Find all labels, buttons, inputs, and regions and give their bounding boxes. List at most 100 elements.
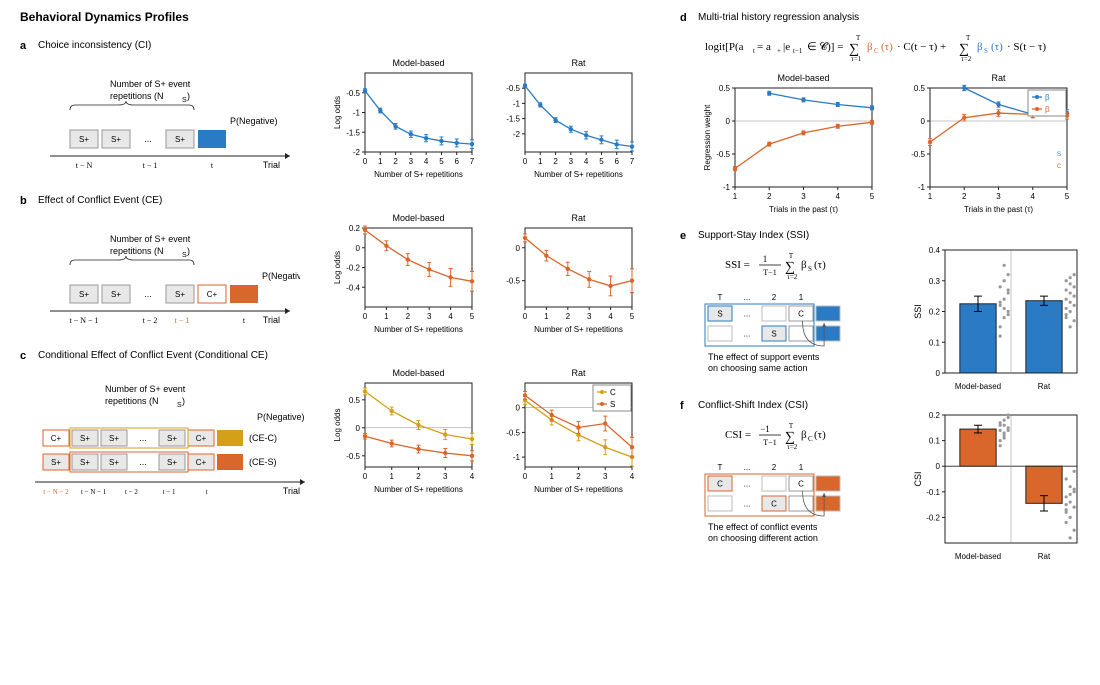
panel-c-label: c (20, 350, 26, 362)
panel-e-chart: 00.10.20.30.4SSIModel-basedRat (910, 240, 1085, 395)
svg-text:0: 0 (523, 157, 528, 166)
svg-text:): ) (187, 246, 190, 256)
svg-text:t − 1: t − 1 (163, 488, 176, 496)
svg-text:3: 3 (996, 192, 1001, 201)
svg-text:Trials in the past (τ): Trials in the past (τ) (769, 205, 838, 214)
panel-f-label: f (680, 400, 684, 412)
svg-text:Number of S+ repetitions: Number of S+ repetitions (374, 485, 463, 494)
svg-text:5: 5 (599, 157, 604, 166)
panel-f-equation: CSI = −1T−1T∑τ=2βC(τ) (720, 420, 890, 455)
svg-text:S+: S+ (175, 135, 185, 144)
svg-text:T−1: T−1 (763, 268, 776, 277)
svg-text:Model-based: Model-based (392, 213, 444, 223)
svg-text:t − 1: t − 1 (175, 316, 190, 325)
svg-text:T: T (718, 463, 723, 472)
svg-text:0.5: 0.5 (914, 84, 926, 93)
svg-text:1: 1 (378, 157, 383, 166)
svg-text:...: ... (744, 310, 751, 319)
svg-text:1: 1 (544, 312, 549, 321)
svg-text:β: β (801, 259, 807, 271)
svg-text:τ=2: τ=2 (961, 55, 972, 63)
svg-text:...: ... (744, 463, 751, 472)
svg-text:-0.5: -0.5 (346, 89, 360, 98)
svg-text:-0.5: -0.5 (506, 277, 520, 286)
panel-f-diagram: T...21C...C...CThe effect of conflict ev… (700, 460, 900, 550)
panel-f-chart: -0.2-0.100.10.2CSIModel-basedRat (910, 405, 1085, 565)
svg-text:4: 4 (630, 472, 635, 481)
svg-text:0: 0 (726, 117, 731, 126)
svg-text:S+: S+ (109, 458, 119, 467)
panel-e-label: e (680, 230, 686, 242)
svg-text:0.5: 0.5 (349, 396, 361, 405)
svg-text:Rat: Rat (1038, 552, 1051, 561)
svg-text:-0.1: -0.1 (926, 488, 940, 497)
svg-text:4: 4 (584, 157, 589, 166)
panel-c-diagram: Number of S+ eventrepetitions (NS)P(Nega… (25, 380, 315, 510)
svg-text:(CE-C): (CE-C) (249, 433, 277, 443)
svg-text:1: 1 (390, 472, 395, 481)
svg-text:repetitions (N: repetitions (N (110, 246, 164, 256)
svg-text:t: t (206, 488, 208, 496)
svg-text:Log odds: Log odds (333, 251, 342, 284)
svg-text:C: C (798, 310, 804, 319)
svg-text:C: C (874, 47, 879, 55)
svg-text:Log odds: Log odds (333, 409, 342, 442)
svg-text:t − N − 2: t − N − 2 (43, 488, 69, 496)
svg-text:Number of S+ repetitions: Number of S+ repetitions (534, 325, 623, 334)
panel-a-label: a (20, 40, 26, 52)
svg-text:-1.5: -1.5 (506, 115, 520, 124)
svg-text:t − N: t − N (76, 161, 93, 170)
svg-text:7: 7 (470, 157, 475, 166)
svg-text:+: + (777, 47, 781, 55)
svg-text:...: ... (744, 480, 751, 489)
svg-text:S: S (808, 265, 812, 273)
svg-text:0: 0 (523, 312, 528, 321)
svg-text:The effect of conflict events: The effect of conflict events (708, 522, 818, 532)
panel-a-chart-rat: Rat01234567-0.5-1-1.5-2Number of S+ repe… (490, 55, 640, 180)
svg-text:S: S (1057, 152, 1061, 158)
svg-text:0.2: 0.2 (929, 308, 941, 317)
svg-text:S+: S+ (80, 434, 90, 443)
panel-c-title: Conditional Effect of Conflict Event (Co… (38, 350, 268, 361)
panel-b-chart-model: Model-based0123450.20-0.2-0.4Number of S… (330, 210, 480, 335)
svg-text:1: 1 (550, 472, 555, 481)
svg-text:S+: S+ (79, 135, 89, 144)
panel-e-title: Support-Stay Index (SSI) (698, 230, 809, 241)
svg-text:(CE-S): (CE-S) (249, 457, 277, 467)
svg-text:CSI: CSI (913, 471, 923, 486)
panel-d-label: d (680, 12, 687, 24)
svg-text:t − 1: t − 1 (143, 161, 158, 170)
svg-text:): ) (182, 396, 185, 406)
svg-text:7: 7 (630, 157, 635, 166)
panel-c-chart-rat: Rat012340-0.5-1Number of S+ repetitionsC… (490, 365, 640, 495)
panel-e-diagram: T...21S...C...SThe effect of support eve… (700, 290, 900, 380)
svg-text:S+: S+ (167, 458, 177, 467)
svg-text:C+: C+ (196, 458, 207, 467)
svg-text:T: T (718, 293, 723, 302)
svg-text:on choosing same action: on choosing same action (708, 363, 808, 373)
svg-text:repetitions (N: repetitions (N (110, 91, 164, 101)
panel-a-title: Choice inconsistency (CI) (38, 40, 151, 51)
svg-text:0: 0 (363, 472, 368, 481)
svg-text:-0.5: -0.5 (506, 84, 520, 93)
svg-text:2: 2 (393, 157, 398, 166)
svg-text:-0.4: -0.4 (346, 283, 360, 292)
svg-text:on choosing different action: on choosing different action (708, 533, 818, 543)
svg-text:3: 3 (801, 192, 806, 201)
svg-text:S+: S+ (111, 290, 121, 299)
svg-text:3: 3 (603, 472, 608, 481)
svg-text:S+: S+ (111, 135, 121, 144)
svg-text:C: C (808, 435, 813, 443)
svg-text:-0.5: -0.5 (506, 428, 520, 437)
svg-text:5: 5 (870, 192, 875, 201)
svg-text:4: 4 (424, 157, 429, 166)
svg-text:5: 5 (1065, 192, 1070, 201)
figure-title: Behavioral Dynamics Profiles (20, 10, 189, 24)
svg-text:S: S (771, 330, 776, 339)
svg-text:(τ): (τ) (814, 259, 826, 271)
svg-text:S: S (610, 400, 615, 409)
svg-text:...: ... (744, 293, 751, 302)
panel-b-chart-rat: Rat0123450-0.5Number of S+ repetitions (490, 210, 640, 335)
svg-text:0.2: 0.2 (349, 224, 361, 233)
svg-text:4: 4 (448, 312, 453, 321)
